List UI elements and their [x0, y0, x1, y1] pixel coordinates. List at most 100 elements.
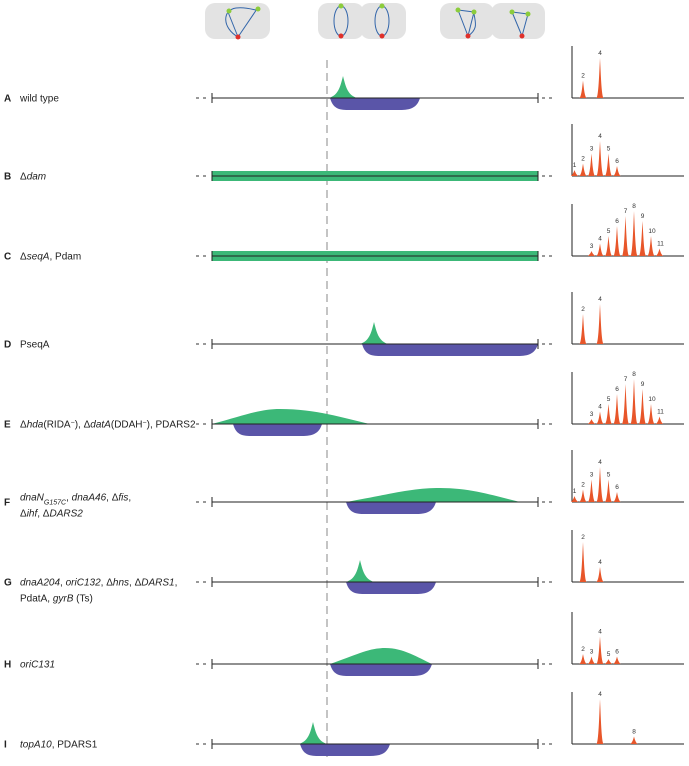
panel-label: dnaA204, oriC132, Δhns, ΔDARS1,	[20, 578, 177, 589]
label-part: hns	[113, 578, 129, 589]
cell	[205, 3, 270, 39]
label-part: ihf	[27, 509, 39, 520]
origin	[525, 11, 531, 17]
peak-label: 8	[632, 203, 636, 210]
label-part: ,	[128, 493, 131, 504]
panel-label: Δdam	[20, 172, 46, 183]
peak-label: 3	[590, 146, 594, 153]
peak	[596, 567, 604, 582]
label-part: G157C	[44, 499, 67, 506]
label-part: gyrB	[53, 594, 74, 605]
label-part: (DDAH	[111, 420, 143, 431]
peak	[579, 654, 587, 664]
peak-label: 3	[590, 472, 594, 479]
peak-label: 5	[607, 228, 611, 235]
replication-period	[300, 744, 390, 756]
peak	[656, 248, 663, 256]
panel-label: PdatA, gyrB (Ts)	[20, 594, 93, 605]
peak-label: 5	[607, 396, 611, 403]
label-part: , Δ	[37, 509, 50, 520]
peak	[588, 479, 595, 502]
peak-label: 4	[598, 691, 602, 698]
label-part: oriC131	[20, 660, 55, 671]
peak-label: 2	[581, 156, 585, 163]
label-part: −	[143, 419, 147, 426]
label-part: , Pdam	[49, 252, 81, 263]
peak	[579, 80, 587, 98]
panel-letter: I	[4, 740, 7, 751]
peak-label: 4	[598, 296, 602, 303]
initiation-hill	[212, 409, 370, 424]
origin	[455, 7, 461, 13]
peak	[596, 636, 604, 664]
peak-label: 3	[590, 411, 594, 418]
peak-label: 1	[573, 162, 577, 169]
label-part: ,	[60, 578, 66, 589]
origins	[226, 3, 531, 17]
peak-label: 6	[615, 649, 619, 656]
label-part: topA10	[20, 740, 52, 751]
peak	[579, 314, 587, 344]
panel-letter: H	[4, 660, 11, 671]
peak	[656, 416, 663, 424]
peak-label: 7	[624, 376, 628, 383]
panel-letter: A	[4, 94, 11, 105]
peak	[622, 384, 629, 424]
label-part: seqA	[27, 252, 50, 263]
replication-period	[330, 98, 420, 110]
label-part: ), Δ	[75, 420, 91, 431]
panel-label: Δihf, ΔDARS2	[20, 509, 83, 520]
peak-label: 1	[573, 488, 577, 495]
peak-label: 6	[615, 484, 619, 491]
label-part: DARS1	[141, 578, 174, 589]
origin	[255, 6, 261, 12]
panel-label: wild type	[19, 94, 59, 105]
peak	[613, 166, 621, 176]
peak	[647, 236, 655, 256]
label-part: PdatA,	[20, 594, 53, 605]
peak-label: 4	[598, 559, 602, 566]
cell-cartoons	[205, 3, 545, 39]
origin	[471, 9, 477, 15]
label-part: wild type	[19, 94, 59, 105]
replication-period	[346, 502, 436, 514]
panel-label: dnaNG157C, dnaA46, Δfis,	[20, 493, 131, 507]
peak-label: 6	[615, 218, 619, 225]
terminus	[519, 33, 525, 39]
label-part: fis	[118, 493, 128, 504]
peak	[630, 211, 638, 256]
peak-label: 2	[581, 73, 585, 80]
peak	[605, 479, 612, 502]
peak	[605, 404, 612, 424]
peak	[647, 404, 655, 424]
peak-label: 5	[607, 651, 611, 658]
terminus	[379, 33, 385, 39]
label-part: dam	[27, 172, 46, 183]
peak	[596, 467, 604, 502]
terminus	[465, 33, 471, 39]
label-part: , Δ	[101, 578, 114, 589]
peak-label: 4	[598, 404, 602, 411]
peak-label: 8	[632, 371, 636, 378]
peak	[630, 736, 638, 744]
peak	[596, 411, 604, 424]
origin	[509, 9, 515, 15]
peak	[630, 379, 638, 424]
peak-label: 2	[581, 482, 585, 489]
chromosome	[511, 11, 529, 37]
label-part: dnaN	[20, 493, 45, 504]
initiation-hill	[346, 488, 520, 502]
label-part: (Ts)	[73, 594, 92, 605]
peak-label: 10	[648, 228, 656, 235]
peak-label: 4	[598, 459, 602, 466]
origin	[379, 3, 385, 9]
panel-label: Δhda(RIDA−), ΔdatA(DDAH−), PDARS2	[20, 419, 196, 431]
initiation-spike	[329, 76, 357, 98]
peak	[596, 699, 604, 744]
label-part: , Δ	[129, 578, 142, 589]
peak-label: 6	[615, 386, 619, 393]
label-part: dnaA204	[20, 578, 60, 589]
label-part: (RIDA	[43, 420, 71, 431]
